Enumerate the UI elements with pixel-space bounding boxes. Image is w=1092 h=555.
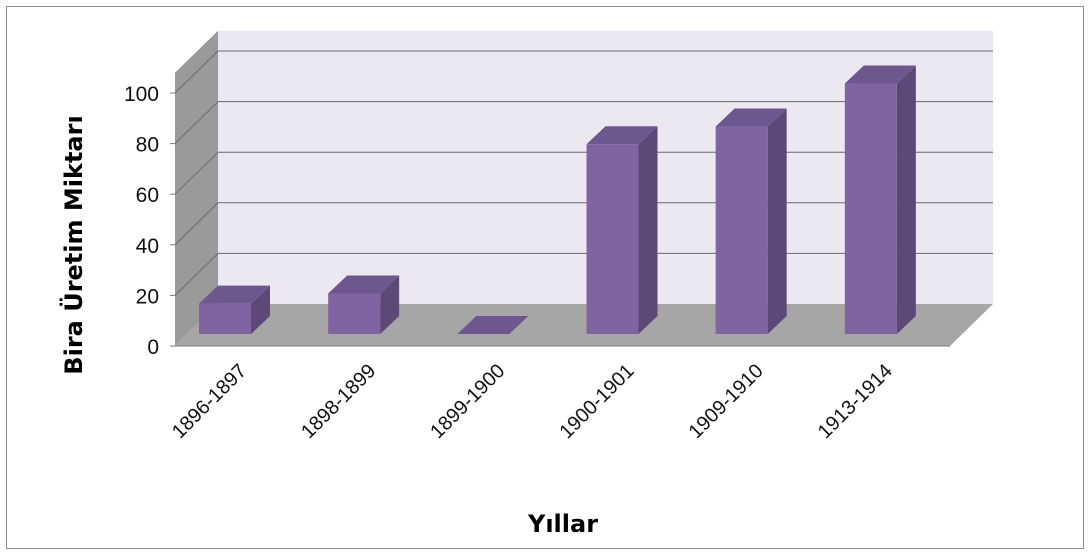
x-tick-label: 1898-1899 <box>297 360 380 443</box>
x-tick-label: 1896-1897 <box>168 360 251 443</box>
bar-front <box>328 293 381 334</box>
bar <box>199 285 270 334</box>
x-tick-label: 1899-1900 <box>426 360 509 443</box>
bar-top <box>844 65 916 84</box>
bar-front <box>199 303 251 334</box>
bar-top <box>328 275 400 294</box>
x-axis-title: Yıllar <box>527 510 598 538</box>
bar <box>457 316 529 334</box>
bar-top <box>586 126 658 145</box>
x-tick-label: 1909-1910 <box>685 360 768 443</box>
bar-side <box>767 108 787 334</box>
bar <box>586 126 658 334</box>
y-tick-label: 60 <box>136 184 159 207</box>
bar-front <box>844 83 897 334</box>
gridline <box>174 50 993 94</box>
y-axis-title: Bira Üretim Miktarı <box>58 115 88 374</box>
side-wall <box>175 30 218 346</box>
x-tick-label: 1913-1914 <box>814 360 897 443</box>
bar-top <box>457 316 529 334</box>
bar <box>328 275 400 334</box>
bar-front <box>586 144 639 334</box>
bar <box>715 108 787 334</box>
bars <box>199 65 916 334</box>
bar-side <box>896 65 916 334</box>
y-tick-label: 0 <box>147 336 159 359</box>
bar <box>844 65 916 334</box>
bar-front <box>715 126 768 334</box>
x-tick-label: 1900-1901 <box>555 360 638 443</box>
bar-top <box>199 285 270 304</box>
bar-side <box>251 285 270 334</box>
y-axis-ticks: 0 20 40 60 80 100 <box>124 83 175 359</box>
bar-side <box>380 275 400 334</box>
x-axis-ticks: 1896-1897 1898-1899 1899-1900 1900-1901 1909… <box>168 360 897 443</box>
gridline <box>174 101 993 144</box>
y-tick-label: 20 <box>136 285 159 308</box>
bar-side <box>638 126 658 334</box>
bar-top <box>715 108 787 127</box>
y-tick-label: 80 <box>136 134 159 157</box>
y-tick-label: 100 <box>124 83 159 106</box>
y-tick-label: 40 <box>136 235 159 258</box>
